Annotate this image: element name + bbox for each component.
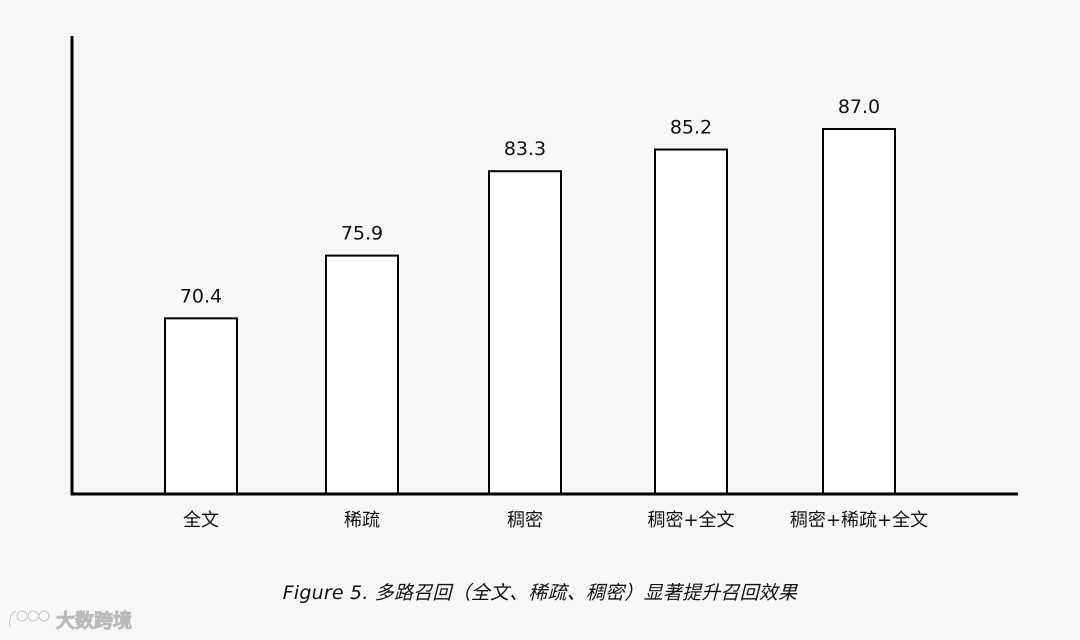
watermark: 大数跨境 — [6, 604, 132, 634]
bar-value-label-2: 75.9 — [341, 223, 383, 245]
category-label-1: 全文 — [183, 510, 219, 531]
value-labels-layer: 70.4 75.9 83.3 85.2 87.0 — [180, 96, 880, 307]
category-label-5: 稠密+稀疏+全文 — [790, 510, 928, 531]
bar-1 — [164, 317, 238, 495]
bars-layer — [164, 128, 896, 495]
bar-value-label-1: 70.4 — [180, 285, 222, 307]
bar-4 — [654, 148, 728, 495]
watermark-text: 大数跨境 — [56, 609, 133, 632]
bar-value-label-3: 83.3 — [504, 138, 546, 160]
figure-caption: Figure 5. 多路召回（全文、稀疏、稠密）显著提升召回效果 — [282, 582, 798, 604]
bar-5 — [822, 128, 896, 495]
bar-3 — [488, 170, 562, 495]
bar-value-label-4: 85.2 — [670, 117, 712, 139]
bar-2 — [325, 254, 399, 495]
bar-value-label-5: 87.0 — [838, 96, 880, 118]
category-labels-layer: 全文 稀疏 稠密 稠密+全文 稠密+稀疏+全文 — [183, 510, 928, 531]
category-label-2: 稀疏 — [344, 510, 380, 531]
watermark-logo-icon — [8, 609, 50, 628]
category-label-4: 稠密+全文 — [647, 510, 734, 531]
category-label-3: 稠密 — [507, 510, 543, 531]
